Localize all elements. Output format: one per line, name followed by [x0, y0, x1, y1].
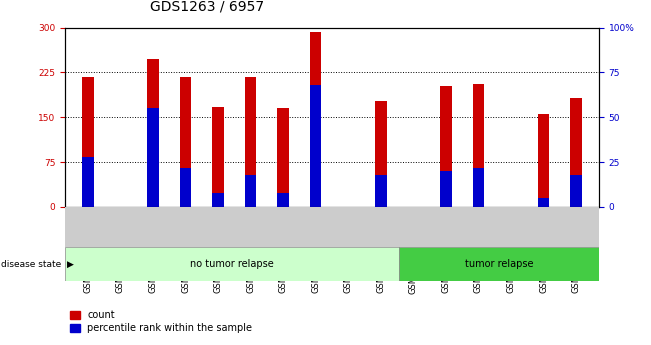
Bar — [82, 77, 94, 207]
Bar — [212, 107, 224, 207]
Bar — [570, 175, 582, 207]
Bar — [399, 247, 599, 281]
Bar — [375, 175, 387, 207]
Text: GDS1263 / 6957: GDS1263 / 6957 — [150, 0, 264, 14]
Bar — [310, 85, 322, 207]
Bar — [277, 108, 289, 207]
Bar — [212, 193, 224, 207]
Text: tumor relapse: tumor relapse — [465, 259, 533, 269]
Bar — [375, 100, 387, 207]
Bar — [277, 193, 289, 207]
Bar — [473, 85, 484, 207]
Legend: count, percentile rank within the sample: count, percentile rank within the sample — [70, 310, 253, 333]
Text: disease state  ▶: disease state ▶ — [1, 259, 74, 268]
Bar — [245, 77, 256, 207]
Bar — [538, 198, 549, 207]
Bar — [245, 175, 256, 207]
Bar — [147, 108, 159, 207]
Bar — [180, 77, 191, 207]
Bar — [440, 86, 452, 207]
Bar — [65, 247, 399, 281]
Bar — [570, 98, 582, 207]
Bar — [473, 168, 484, 207]
Bar — [180, 168, 191, 207]
Bar — [147, 59, 159, 207]
Text: no tumor relapse: no tumor relapse — [190, 259, 274, 269]
Bar — [538, 114, 549, 207]
Bar — [440, 171, 452, 207]
Bar — [310, 32, 322, 207]
Bar — [82, 157, 94, 207]
